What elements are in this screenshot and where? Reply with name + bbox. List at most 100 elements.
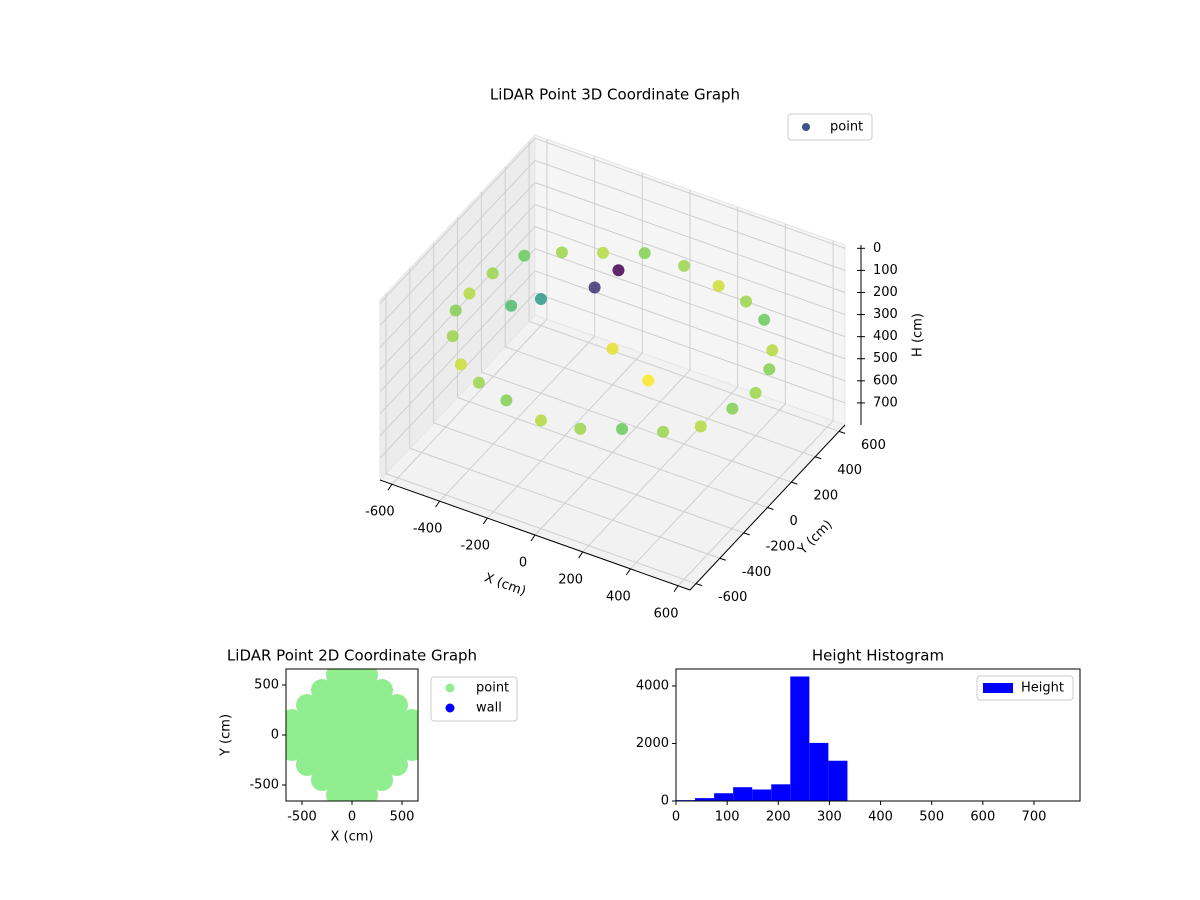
- y-tick-label: 400: [837, 463, 862, 478]
- point: [726, 402, 739, 415]
- x-tick-label: 0: [519, 556, 527, 571]
- grid-line: [379, 270, 536, 437]
- tick-mark: [743, 532, 750, 536]
- y-axis-label: Y (cm): [219, 714, 234, 757]
- z-tick-label: 300: [873, 307, 898, 322]
- point: [612, 264, 625, 277]
- legend-marker: [445, 683, 455, 693]
- x-axis-label: X (cm): [331, 830, 374, 845]
- grid-line: [534, 182, 846, 293]
- x-tick-label: -400: [413, 522, 443, 537]
- point: [678, 259, 691, 272]
- grid-line: [379, 182, 536, 348]
- point: [449, 304, 462, 317]
- grid-line: [534, 248, 846, 360]
- grid-line: [534, 204, 846, 316]
- point: [588, 281, 601, 294]
- chart-title: LiDAR Point 2D Coordinate Graph: [227, 647, 477, 665]
- point: [472, 376, 485, 389]
- axes-frame: [675, 668, 1081, 802]
- x-axis-line: [379, 479, 691, 591]
- grid-line: [379, 160, 536, 326]
- y-tick-label: 0: [790, 514, 798, 529]
- grid-line: [481, 371, 792, 483]
- bar: [771, 784, 791, 801]
- point: [500, 394, 513, 407]
- x-tick-label: 200: [766, 810, 791, 825]
- point: [401, 709, 418, 731]
- grid-line: [534, 270, 846, 382]
- point: [356, 669, 378, 686]
- legend-marker: [802, 123, 810, 131]
- grid-line: [385, 473, 697, 585]
- legend-marker: [983, 683, 1013, 693]
- z-tick-label: 600: [873, 373, 898, 388]
- chart-3d: -600 -400 -200 0 200 400 600 -600 -400 -200 0 200 40…: [365, 86, 925, 622]
- point: [505, 299, 518, 312]
- x-tick-label: 600: [970, 810, 995, 825]
- x-tick-label: 600: [654, 606, 679, 621]
- x-tick-label: -500: [287, 810, 317, 825]
- x-tick-label: 0: [348, 810, 356, 825]
- grid-line: [379, 137, 536, 304]
- legend-label: point: [476, 681, 509, 696]
- bar: [752, 789, 772, 801]
- legend-label: wall: [476, 701, 502, 716]
- grid-line: [534, 159, 846, 271]
- z-tick-label: 200: [873, 285, 898, 300]
- point: [486, 267, 499, 280]
- z-tick-label: 700: [873, 395, 898, 410]
- grid-line: [379, 204, 536, 370]
- x-tick-label: -200: [461, 539, 491, 554]
- point: [763, 363, 776, 376]
- point: [694, 420, 707, 433]
- point: [446, 330, 459, 343]
- legend-box: [976, 675, 1074, 701]
- tick-mark: [482, 517, 488, 525]
- grid-line: [409, 447, 720, 559]
- tick-mark: [673, 585, 679, 593]
- z-tick-label: 400: [873, 329, 898, 344]
- point: [642, 374, 655, 387]
- legend-label: point: [830, 120, 863, 135]
- point: [463, 287, 476, 300]
- point: [534, 293, 547, 306]
- bar: [809, 742, 829, 801]
- tick-mark: [791, 481, 798, 485]
- grid-line: [379, 248, 536, 415]
- y-tick-label: 600: [861, 438, 886, 453]
- legend-marker: [445, 703, 455, 713]
- bar: [733, 787, 753, 801]
- y-tick-label: -600: [718, 590, 748, 605]
- y-tick-label: 0: [661, 794, 669, 809]
- tick-mark: [719, 557, 726, 561]
- x-tick-label: 100: [715, 810, 740, 825]
- grid-line: [433, 422, 744, 534]
- point: [371, 679, 393, 701]
- z-tick-label: 0: [873, 241, 881, 256]
- tick-mark: [387, 483, 393, 491]
- point: [518, 249, 531, 262]
- tick-mark: [625, 568, 631, 576]
- chart-2d: -500 0 500 -500 0 500 X (cm) Y (cm) LiDAR Point …: [219, 647, 518, 845]
- x-tick-label: 500: [390, 810, 415, 825]
- x-tick-label: 400: [868, 810, 893, 825]
- y-tick-label: 500: [254, 678, 279, 693]
- point: [574, 422, 587, 435]
- x-tick-label: 300: [817, 810, 842, 825]
- tick-mark: [695, 583, 703, 587]
- point: [740, 295, 753, 308]
- tick-mark: [815, 456, 822, 460]
- grid-line: [379, 292, 536, 459]
- grid-line: [457, 397, 768, 508]
- grid-line: [505, 346, 816, 458]
- point: [758, 313, 771, 326]
- y-tick-label: 2000: [636, 736, 669, 751]
- y-tick-label: 200: [813, 489, 838, 504]
- x-tick-label: 0: [672, 810, 680, 825]
- z-axis-label: H (cm): [911, 313, 926, 357]
- chart-histogram: 0 100 200 300 400 500 600 700 0 2000 4000 Height Hi…: [636, 647, 1081, 825]
- y-tick-label: 4000: [636, 678, 669, 693]
- bar: [790, 676, 810, 801]
